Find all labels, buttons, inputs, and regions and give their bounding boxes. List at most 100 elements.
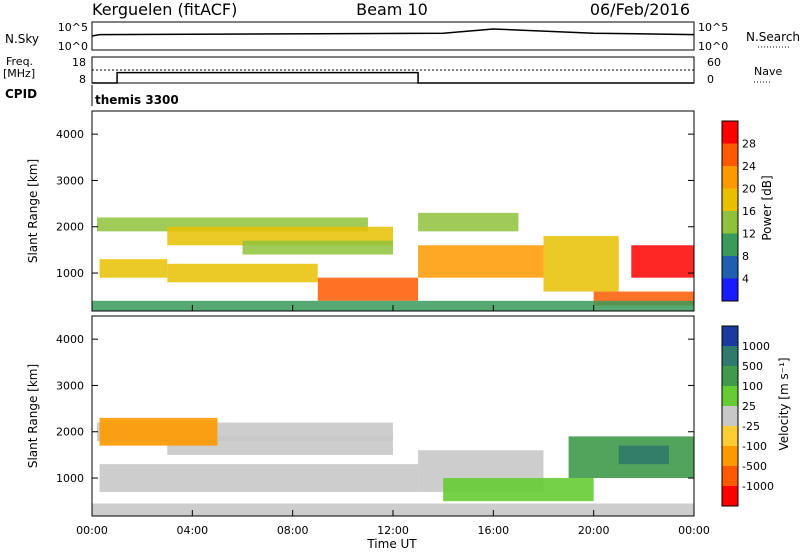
y-tick-label: 4000 [56,333,84,346]
colorbar-swatch [722,386,738,406]
x-axis-title: Time UT [366,537,417,551]
noise-panel: N.Sky 10^5 10^0 10^5 10^0 N.Search [5,21,800,53]
y-tick-label: 1000 [56,267,84,280]
freq-label-line1: Freq. [6,55,33,68]
x-tick-label: 00:00 [76,524,108,537]
velocity-panel: 4000 3000 2000 1000 Slant Range [km] 1000 50… [26,315,791,517]
colorbar-swatch [722,121,738,144]
freq-label-line2: [MHz] [3,67,35,80]
colorbar-label: 4 [742,273,749,286]
cpid-value: themis 3300 [95,93,179,107]
y-tick-label: 1000 [56,472,84,485]
noise-sky-label: N.Sky [5,32,39,46]
power-region [242,240,393,255]
colorbar-swatch [722,143,738,166]
x-tick-label: 00:00 [678,524,710,537]
colorbar-swatch [722,426,738,446]
x-tick-label: 08:00 [277,524,309,537]
colorbar-swatch [722,486,738,506]
noise-panel-frame [91,21,695,51]
cpid-label: CPID [5,87,37,101]
frequency-line [92,71,694,84]
colorbar-swatch [722,406,738,426]
power-region [418,245,544,278]
colorbar-label: 500 [742,360,763,373]
power-region [418,212,519,232]
colorbar-label: 20 [742,183,756,196]
noise-right-tick-bottom: 10^0 [698,40,728,53]
noise-search-label: N.Search [746,30,800,44]
power-panel: 4000 3000 2000 1000 Slant Range [km] 28 24 20… [26,110,774,312]
velocity-region [443,478,594,502]
frequency-panel: Freq. [MHz] 18 8 60 0 Nave CPID themis 3… [3,55,782,107]
colorbar-label: 16 [742,205,756,218]
velocity-region [167,436,393,455]
colorbar-frame [721,120,739,302]
power-region [631,245,694,278]
y-tick-label: 3000 [56,174,84,187]
power-region [543,236,619,292]
colorbar-swatch [722,188,738,211]
colorbar-swatch [722,466,738,486]
nave-tick-bottom: 0 [707,73,714,86]
colorbar-frame [721,325,739,507]
velocity-ylabel: Slant Range [km] [26,364,40,468]
x-tick-label: 12:00 [377,524,409,537]
velocity-heatmap [92,417,694,516]
colorbar-swatch [722,366,738,386]
power-region [167,263,318,283]
colorbar-label: 8 [742,250,749,263]
colorbar-swatch [722,278,738,301]
beam-title: Beam 10 [356,0,428,19]
freq-tick-bottom: 8 [79,73,86,86]
power-region [99,259,168,278]
velocity-region [99,464,419,492]
colorbar-label: 12 [742,228,756,241]
colorbar-label: 1000 [742,340,770,353]
x-tick-label: 16:00 [477,524,509,537]
colorbar-label: 100 [742,380,763,393]
y-tick-label: 2000 [56,221,84,234]
colorbar-swatch [722,233,738,256]
colorbar-swatch [722,446,738,466]
colorbar-label: 25 [742,400,756,413]
power-heatmap [92,212,694,311]
station-title: Kerguelen (fitACF) [92,0,237,19]
colorbar-label: -100 [742,440,767,453]
velocity-region [99,417,218,446]
velocity-colorbar: 1000 500 100 25 -25 -100 -500 -1000 [721,325,774,507]
noise-left-tick-bottom: 10^0 [58,40,88,53]
y-tick-label: 3000 [56,379,84,392]
noise-right-tick-top: 10^5 [698,21,728,34]
freq-tick-top: 18 [72,56,86,69]
nave-label: Nave [754,65,782,78]
colorbar-label: -1000 [742,480,774,493]
noise-left-tick-top: 10^5 [58,21,88,34]
colorbar-swatch [722,211,738,234]
x-tick-label: 04:00 [176,524,208,537]
power-colorbar: 28 24 20 16 12 8 4 [721,120,756,302]
time-x-axis: 00:00 04:00 08:00 12:00 16:00 20:00 00:00 [76,305,710,537]
power-region [317,277,419,301]
power-ylabel: Slant Range [km] [26,159,40,263]
y-tick-label: 4000 [56,128,84,141]
noise-sky-line [91,28,695,37]
colorbar-label: 28 [742,138,756,151]
velocity-region [92,503,694,516]
power-colorbar-title: Power [dB] [760,175,774,240]
nave-tick-top: 60 [707,56,721,69]
x-tick-label: 20:00 [578,524,610,537]
colorbar-label: 24 [742,160,756,173]
date-title: 06/Feb/2016 [590,0,690,19]
colorbar-label: -500 [742,460,767,473]
colorbar-swatch [722,256,738,279]
colorbar-swatch [722,326,738,346]
velocity-y-axis: 4000 3000 2000 1000 [56,333,694,485]
y-tick-label: 2000 [56,426,84,439]
velocity-region [618,445,669,465]
colorbar-label: -25 [742,420,760,433]
colorbar-swatch [722,166,738,189]
power-y-axis: 4000 3000 2000 1000 [56,128,694,280]
velocity-colorbar-title: Velocity [m s⁻¹] [777,357,791,450]
